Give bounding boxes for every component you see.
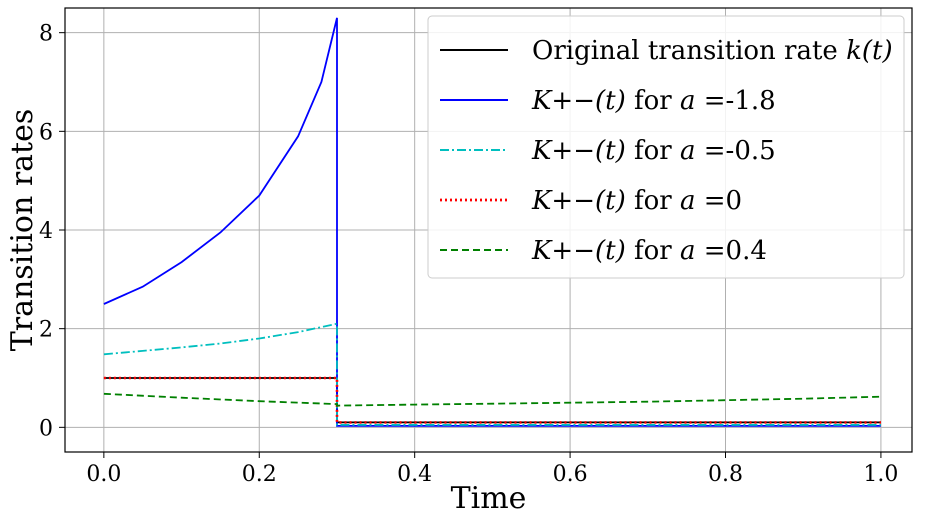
legend-label-0: Original transition rate k(t) xyxy=(532,36,893,66)
legend-label-1: K+−(t) for a =-1.8 xyxy=(531,86,776,116)
y-tick-label: 6 xyxy=(39,120,53,145)
series-line-3 xyxy=(103,376,881,424)
y-tick-label: 8 xyxy=(39,22,53,47)
x-tick-label: 0.4 xyxy=(397,462,432,487)
y-axis-label: Transition rates xyxy=(5,109,40,352)
x-tick-label: 0.6 xyxy=(553,462,588,487)
y-tick-label: 0 xyxy=(39,416,53,441)
legend-box xyxy=(427,15,905,279)
legend-label-3: K+−(t) for a =0 xyxy=(531,186,742,216)
y-tick-label: 4 xyxy=(39,219,53,244)
series-line-1 xyxy=(103,17,881,427)
series-lines xyxy=(103,17,881,427)
x-tick-label: 0.0 xyxy=(86,462,121,487)
y-tick-label: 2 xyxy=(39,318,53,343)
x-axis-label: Time xyxy=(451,481,527,515)
legend: Original transition rate k(t) K+−(t) for … xyxy=(427,15,905,279)
x-tick-label: 1.0 xyxy=(863,462,898,487)
legend-label-4: K+−(t) for a =0.4 xyxy=(531,236,767,266)
x-tick-label: 0.8 xyxy=(708,462,743,487)
axis-ticks: 0.0 0.2 0.4 0.6 0.8 1.0 0 2 4 6 8 xyxy=(39,22,898,487)
legend-label-2: K+−(t) for a =-0.5 xyxy=(531,136,776,166)
x-tick-label: 0.2 xyxy=(242,462,277,487)
